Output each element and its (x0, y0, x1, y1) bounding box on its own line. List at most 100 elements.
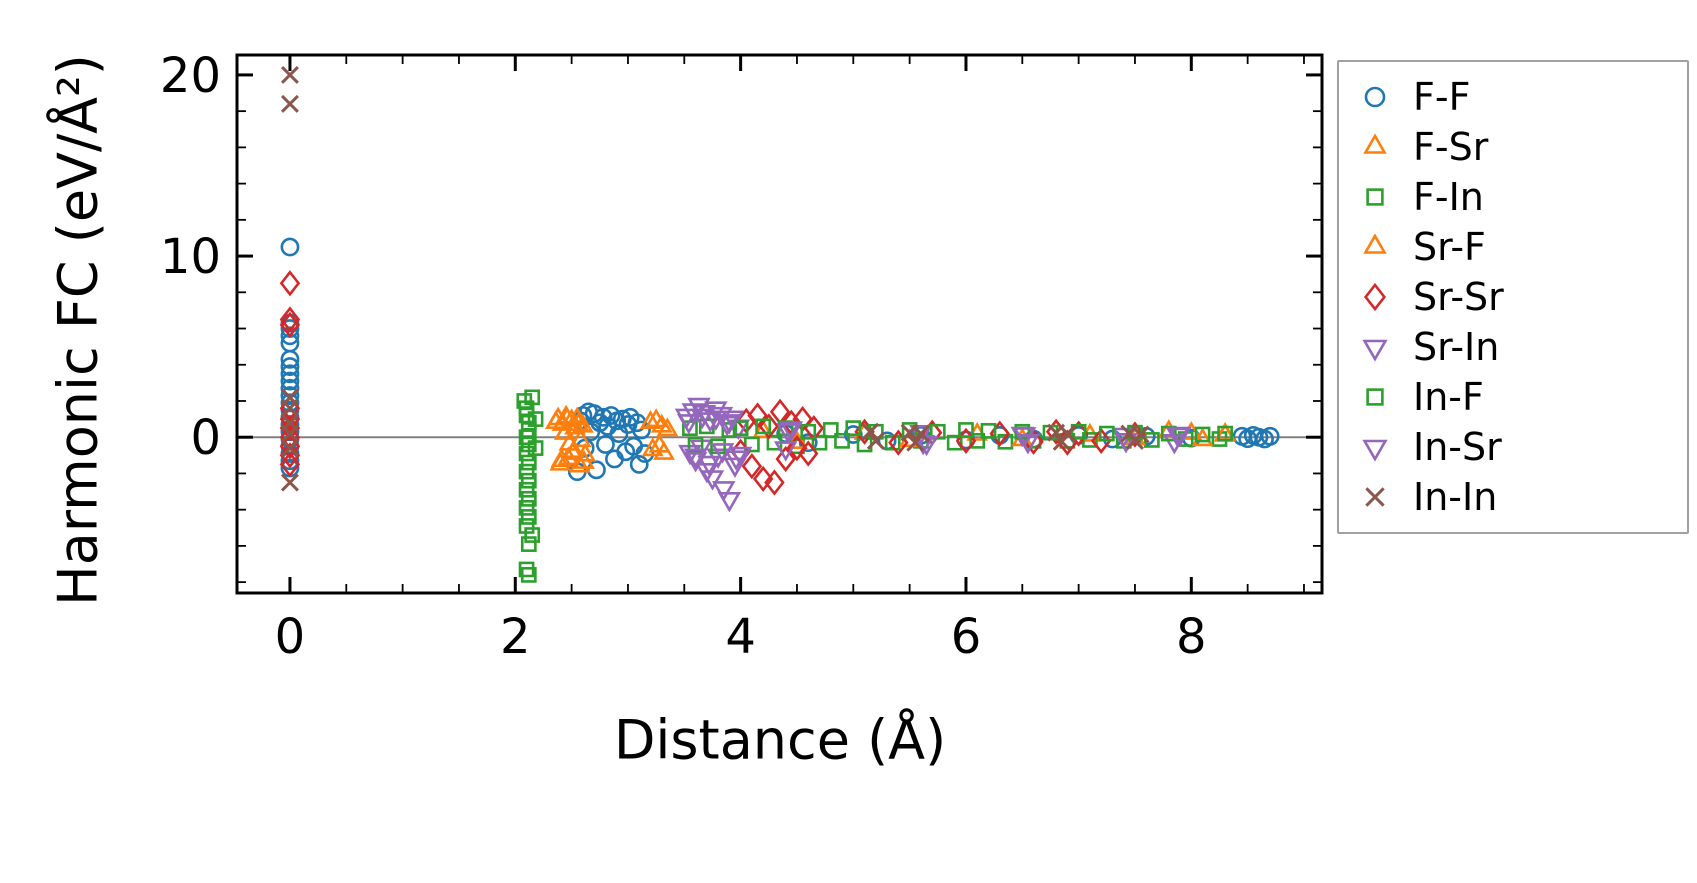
data-point-marker (1131, 425, 1150, 444)
data-point-marker (280, 393, 300, 413)
legend-entry-f-f: F-F (1353, 72, 1673, 122)
data-point-marker (280, 94, 299, 113)
data-point-marker (561, 440, 584, 460)
data-point-marker (641, 437, 664, 457)
data-point-marker (279, 415, 301, 442)
data-point-marker (677, 414, 701, 435)
data-point-marker (280, 65, 299, 84)
data-point-marker (280, 357, 300, 376)
data-point-marker (723, 457, 747, 478)
data-point-marker (786, 434, 808, 462)
y-axis-label: Harmonic FC (eV/Å²) (46, 54, 110, 606)
legend-label: F-F (1413, 75, 1471, 119)
data-point-marker (1016, 434, 1040, 455)
data-point-marker (834, 432, 850, 449)
data-point-marker (958, 422, 974, 438)
data-point-marker (280, 399, 299, 418)
data-point-marker (593, 407, 613, 427)
square-marker-icon (1366, 188, 1384, 206)
data-point-marker (911, 424, 930, 443)
triangle-down-marker-icon (1362, 339, 1388, 362)
y-tick-label: 0 (190, 410, 221, 466)
x-tick-label: 8 (1176, 609, 1207, 665)
data-point-marker (571, 413, 594, 433)
data-point-marker (556, 406, 579, 426)
data-point-marker (1217, 425, 1233, 442)
data-point-marker (779, 421, 804, 442)
data-point-marker (527, 411, 544, 427)
data-point-marker (596, 435, 615, 454)
data-point-marker (520, 536, 537, 552)
data-point-marker (1058, 424, 1077, 443)
data-point-marker (656, 417, 679, 437)
legend-entry-in-sr: In-Sr (1353, 422, 1673, 472)
data-point-marker (569, 428, 592, 448)
triangle-up-marker-icon (1363, 133, 1387, 154)
legend-label: In-In (1413, 475, 1498, 519)
data-point-marker (1362, 439, 1388, 462)
data-point-marker (1194, 426, 1211, 443)
data-point-marker (1191, 427, 1214, 447)
data-point-marker (1362, 339, 1388, 362)
x-tick-label: 0 (275, 609, 306, 665)
data-point-marker (929, 423, 946, 440)
data-point-marker (518, 481, 535, 498)
data-point-marker (1363, 133, 1387, 154)
plot-frame (235, 53, 1324, 595)
data-point-marker (1363, 282, 1387, 312)
data-point-marker (800, 423, 817, 440)
data-point-marker (524, 389, 541, 406)
data-point-marker (280, 386, 300, 405)
data-point-marker (1364, 86, 1386, 108)
data-point-marker (752, 419, 775, 439)
data-point-marker (520, 509, 537, 525)
data-point-marker (280, 364, 300, 384)
data-point-marker (280, 473, 299, 492)
legend-entry-f-sr: F-Sr (1353, 122, 1673, 172)
data-point-marker (752, 465, 774, 492)
data-point-marker (683, 452, 708, 473)
data-point-marker (786, 430, 808, 449)
circle-marker-icon (1364, 86, 1386, 108)
data-point-marker (775, 445, 796, 473)
data-point-marker (773, 441, 798, 462)
data-point-marker (279, 270, 301, 297)
data-point-marker (629, 454, 649, 474)
data-point-marker (1260, 426, 1280, 446)
legend-entry-sr-sr: Sr-Sr (1353, 272, 1673, 322)
data-point-marker (728, 446, 753, 468)
legend-entry-in-f: In-F (1353, 372, 1673, 422)
y-tick-label: 20 (160, 48, 221, 104)
data-point-marker (717, 492, 742, 513)
data-point-marker (1114, 433, 1138, 454)
data-point-marker (884, 434, 901, 451)
data-point-marker (798, 440, 819, 467)
data-point-marker (653, 440, 675, 460)
data-point-marker (280, 439, 299, 458)
data-point-marker (744, 436, 760, 453)
data-point-marker (632, 420, 651, 440)
data-point-marker (635, 444, 655, 463)
square-marker-icon (1366, 388, 1384, 406)
data-point-marker (690, 408, 715, 430)
data-point-marker (717, 414, 742, 435)
x-tick-label: 6 (951, 609, 982, 665)
data-point-marker (697, 455, 721, 477)
legend-label: Sr-In (1413, 325, 1500, 369)
x-tick-label: 4 (725, 609, 756, 665)
triangle-up-marker-icon (1363, 233, 1387, 254)
data-point-marker (520, 567, 537, 583)
legend-label: In-F (1413, 375, 1484, 419)
data-point-marker (280, 424, 299, 443)
data-point-marker (1070, 423, 1087, 440)
data-point-marker (1365, 487, 1385, 507)
data-point-marker (567, 411, 590, 431)
data-point-marker (1168, 426, 1192, 448)
series-in-sr (677, 408, 1192, 477)
x-marker-icon (1365, 487, 1385, 507)
data-point-marker (776, 423, 800, 444)
data-point-marker (764, 469, 785, 496)
legend-entry-in-in: In-In (1353, 472, 1673, 522)
data-point-marker (601, 406, 621, 425)
